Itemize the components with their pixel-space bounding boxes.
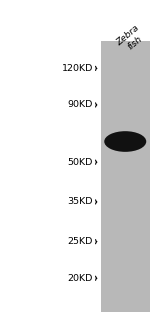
- Text: 35KD: 35KD: [68, 197, 93, 206]
- Text: 50KD: 50KD: [68, 158, 93, 167]
- Ellipse shape: [104, 131, 146, 152]
- Text: 120KD: 120KD: [62, 64, 93, 73]
- Text: Zebra
fish: Zebra fish: [115, 23, 148, 55]
- Bar: [100, 41, 150, 312]
- Text: 20KD: 20KD: [68, 274, 93, 283]
- Text: 90KD: 90KD: [68, 100, 93, 109]
- Text: 25KD: 25KD: [68, 237, 93, 246]
